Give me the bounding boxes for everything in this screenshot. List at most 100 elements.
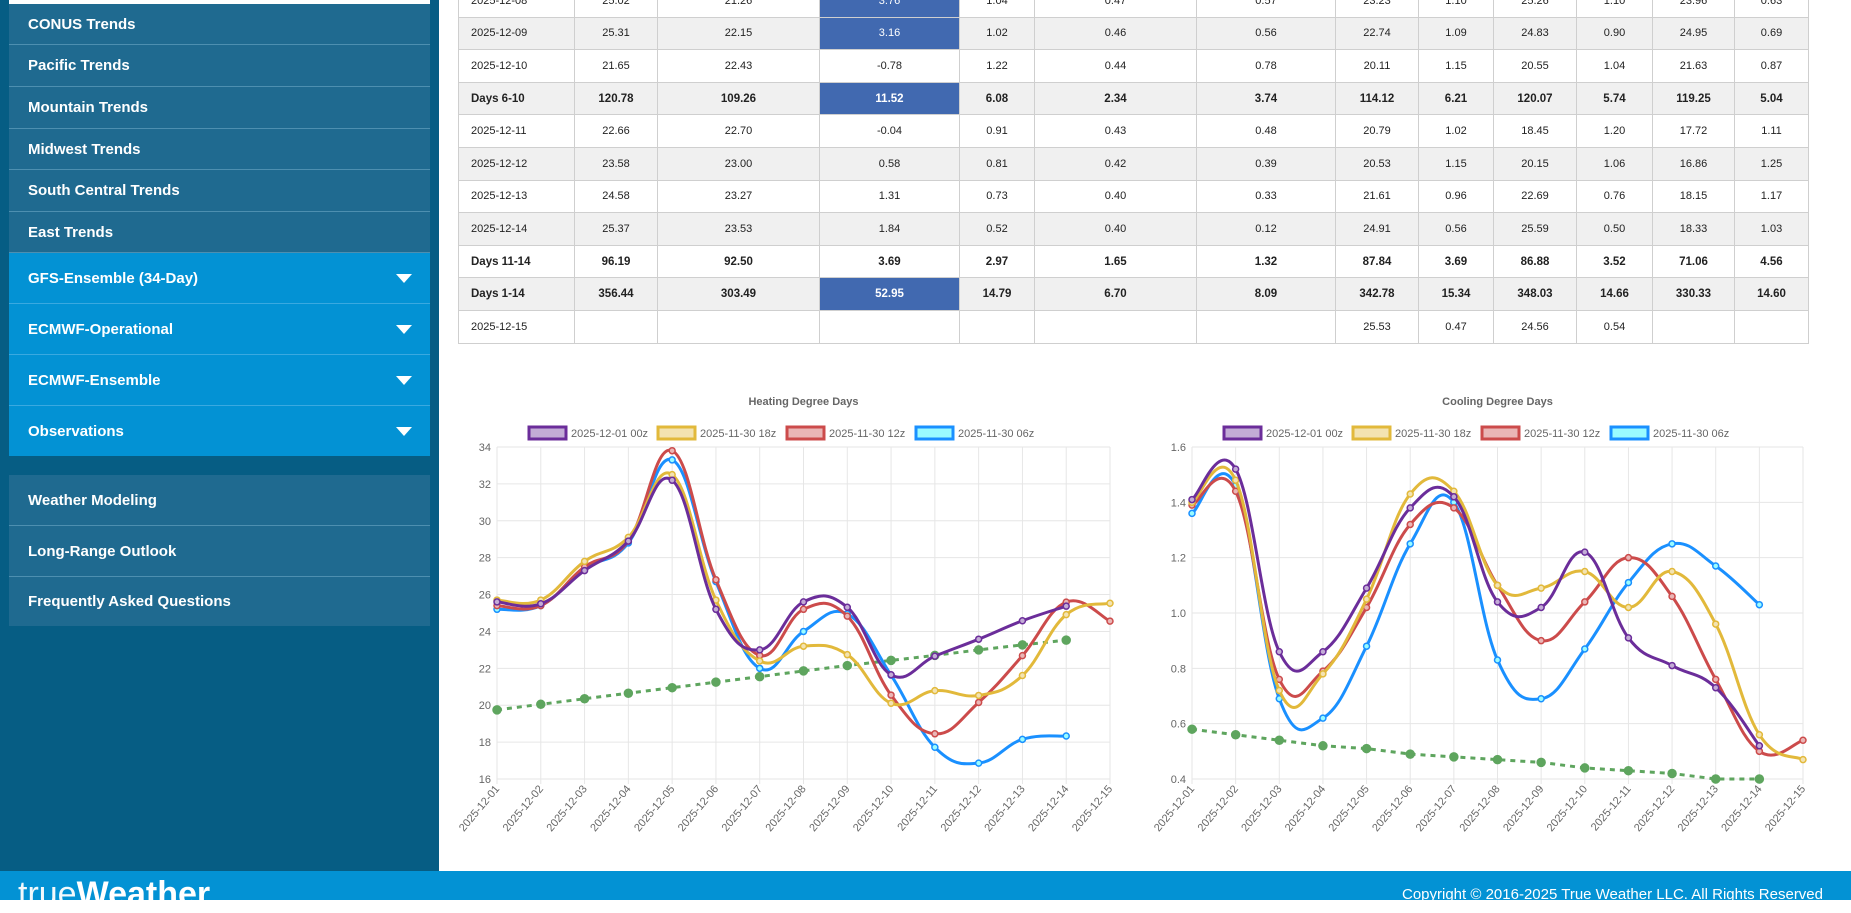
sidebar-link-faq[interactable]: Frequently Asked Questions — [9, 577, 430, 626]
data-point[interactable] — [1319, 714, 1327, 722]
data-point[interactable] — [931, 686, 939, 695]
data-point[interactable] — [1755, 730, 1764, 739]
data-point[interactable] — [1537, 636, 1545, 645]
data-point[interactable] — [1450, 493, 1458, 501]
data-point[interactable] — [1187, 724, 1197, 734]
sidebar-item-conus-trends[interactable]: CONUS Trends — [9, 4, 430, 45]
data-point[interactable] — [668, 476, 676, 484]
data-point[interactable] — [1668, 661, 1676, 670]
data-point[interactable] — [799, 642, 808, 650]
data-point[interactable] — [1799, 736, 1807, 745]
data-point[interactable] — [931, 652, 939, 660]
data-point[interactable] — [1537, 695, 1545, 703]
data-point[interactable] — [1668, 567, 1676, 576]
data-point[interactable] — [1062, 732, 1070, 740]
data-point[interactable] — [1319, 647, 1327, 656]
data-point[interactable] — [1449, 752, 1459, 762]
data-point[interactable] — [1188, 509, 1196, 518]
data-point[interactable] — [1062, 602, 1070, 610]
data-point[interactable] — [1017, 640, 1028, 650]
data-point[interactable] — [1537, 584, 1545, 592]
data-point[interactable] — [668, 456, 676, 464]
data-point[interactable] — [712, 605, 720, 614]
data-point[interactable] — [1230, 729, 1241, 740]
data-point[interactable] — [1406, 520, 1414, 529]
data-point[interactable] — [842, 660, 853, 671]
data-point[interactable] — [1493, 656, 1502, 664]
sidebar-top-item[interactable] — [9, 0, 430, 4]
data-point[interactable] — [1319, 670, 1327, 678]
legend-item[interactable]: 2025-11-30 12z — [1480, 425, 1600, 441]
data-point[interactable] — [1274, 735, 1285, 746]
data-point[interactable] — [1062, 610, 1070, 619]
data-point[interactable] — [974, 759, 983, 767]
data-point[interactable] — [755, 646, 764, 654]
legend-item[interactable]: 2025-11-30 06z — [1609, 425, 1729, 441]
data-point[interactable] — [1018, 735, 1027, 744]
data-point[interactable] — [1106, 617, 1114, 625]
data-point[interactable] — [931, 743, 939, 752]
data-point[interactable] — [1711, 683, 1720, 692]
data-point[interactable] — [537, 600, 545, 608]
data-point[interactable] — [623, 688, 634, 698]
data-point[interactable] — [1755, 742, 1764, 750]
data-point[interactable] — [1624, 553, 1633, 562]
data-point[interactable] — [1711, 562, 1720, 570]
data-point[interactable] — [1362, 584, 1371, 592]
true-weather-logo[interactable]: trueWeather — [18, 877, 210, 911]
data-point[interactable] — [1106, 599, 1114, 607]
data-point[interactable] — [1406, 540, 1414, 548]
data-point[interactable] — [1711, 675, 1720, 684]
sidebar-item-east-trends[interactable]: East Trends — [9, 212, 430, 253]
data-point[interactable] — [536, 699, 546, 710]
data-point[interactable] — [799, 598, 808, 606]
data-point[interactable] — [843, 650, 852, 659]
data-point[interactable] — [1710, 774, 1721, 784]
data-point[interactable] — [712, 576, 720, 584]
data-point[interactable] — [1668, 540, 1676, 548]
data-point[interactable] — [1580, 763, 1590, 773]
data-point[interactable] — [1536, 757, 1546, 768]
data-point[interactable] — [492, 705, 502, 715]
data-point[interactable] — [843, 603, 852, 612]
data-point[interactable] — [1493, 581, 1502, 590]
data-point[interactable] — [1406, 504, 1414, 512]
data-point[interactable] — [1754, 774, 1765, 784]
data-point[interactable] — [1406, 490, 1414, 498]
sidebar-link-long-range-outlook[interactable]: Long-Range Outlook — [9, 526, 430, 577]
data-point[interactable] — [1018, 671, 1027, 680]
data-point[interactable] — [1492, 754, 1503, 765]
data-point[interactable] — [1624, 578, 1633, 587]
sidebar-item-south-central-trends[interactable]: South Central Trends — [9, 170, 430, 212]
data-point[interactable] — [1405, 749, 1415, 759]
data-point[interactable] — [798, 666, 809, 676]
data-point[interactable] — [1581, 598, 1589, 606]
data-point[interactable] — [973, 645, 984, 655]
data-point[interactable] — [667, 682, 677, 693]
data-point[interactable] — [624, 537, 633, 545]
data-point[interactable] — [711, 677, 721, 687]
data-point[interactable] — [755, 664, 764, 673]
sidebar-item-mountain-trends[interactable]: Mountain Trends — [9, 87, 430, 129]
data-point[interactable] — [843, 612, 852, 620]
data-point[interactable] — [1275, 686, 1284, 695]
data-point[interactable] — [799, 627, 808, 636]
data-point[interactable] — [1450, 504, 1458, 512]
legend-item[interactable]: 2025-11-30 06z — [914, 425, 1034, 441]
data-point[interactable] — [1188, 495, 1196, 504]
sidebar-link-weather-modeling[interactable]: Weather Modeling — [9, 475, 430, 526]
sidebar-item-pacific-trends[interactable]: Pacific Trends — [9, 45, 430, 87]
sidebar-item-ecmwf-ensemble[interactable]: ECMWF-Ensemble — [9, 355, 430, 406]
data-point[interactable] — [1581, 567, 1589, 576]
data-point[interactable] — [493, 598, 501, 606]
legend-item[interactable]: 2025-11-30 18z — [656, 425, 776, 441]
data-point[interactable] — [974, 691, 983, 700]
data-point[interactable] — [1362, 595, 1371, 603]
legend-item[interactable]: 2025-12-01 00z — [1222, 425, 1343, 441]
data-point[interactable] — [1318, 741, 1328, 751]
data-point[interactable] — [974, 635, 983, 643]
sidebar-item-ecmwf-operational[interactable]: ECMWF-Operational — [9, 304, 430, 355]
data-point[interactable] — [580, 557, 589, 566]
data-point[interactable] — [1018, 616, 1027, 625]
data-point[interactable] — [1581, 548, 1589, 556]
